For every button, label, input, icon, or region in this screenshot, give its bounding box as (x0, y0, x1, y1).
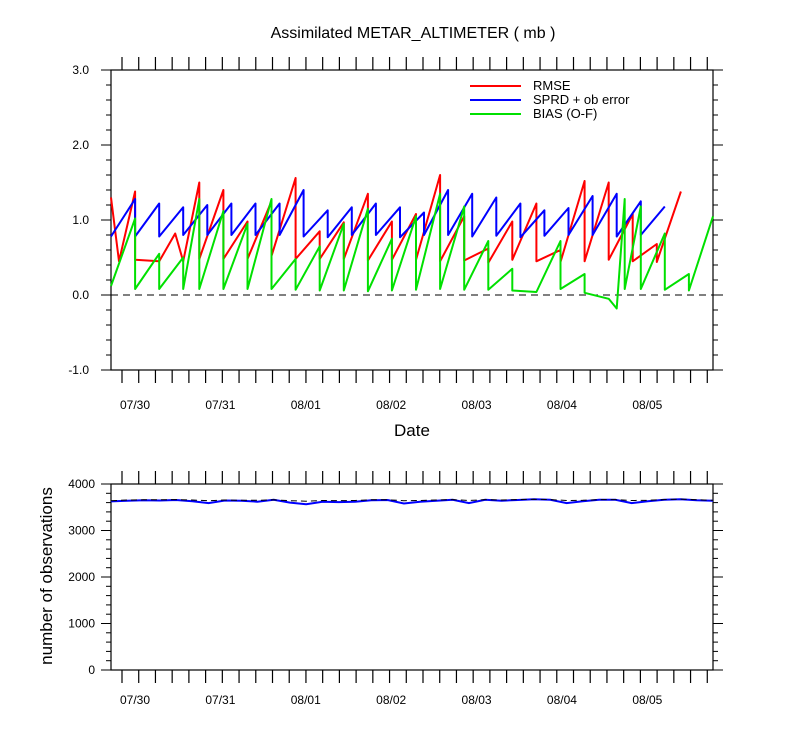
top-plot-area: 3.0 2.0 1.0 0.0 -1.0 07/30 07/31 08/01 08/02 08/0… (68, 57, 723, 412)
obs-series-line-1 (110, 498, 714, 502)
x-date-label: 07/31 (205, 693, 235, 707)
y-tick-label: 2.0 (72, 138, 89, 152)
series-line-1 (110, 189, 666, 239)
x-date-label: 08/01 (291, 398, 321, 412)
y-tick-label: 3000 (68, 524, 95, 538)
chart-title: Assimilated METAR_ALTIMETER ( mb ) (271, 25, 556, 42)
x-date-label: 07/31 (205, 398, 235, 412)
x-date-label: 08/04 (547, 398, 577, 412)
legend-label-0: RMSE (533, 78, 571, 93)
legend-label-1: SPRD + ob error (533, 92, 630, 107)
legend-label-2: BIAS (O-F) (533, 106, 597, 121)
x-date-label: 07/30 (120, 398, 150, 412)
x-date-label: 08/05 (632, 693, 662, 707)
bottom-plot-frame (110, 483, 714, 671)
y-tick-label: 0.0 (72, 288, 89, 302)
y-tick-label: 1000 (68, 617, 95, 631)
x-date-label: 07/30 (120, 693, 150, 707)
y-tick-label: 0 (88, 663, 95, 677)
y-tick-label: 1.0 (72, 213, 89, 227)
x-date-label: 08/05 (632, 398, 662, 412)
y-tick-label: -1.0 (68, 363, 89, 377)
x-date-label: 08/03 (462, 398, 492, 412)
series-line-2 (110, 192, 714, 310)
bottom-plot-area: 4000 3000 2000 1000 0 07/30 07/31 08/01 08/02 08/… (68, 471, 723, 707)
y-axis-title-bottom: number of observations (37, 487, 56, 665)
x-date-label: 08/02 (376, 398, 406, 412)
x-axis-title: Date (394, 421, 430, 440)
y-tick-label: 4000 (68, 477, 95, 491)
x-date-label: 08/02 (376, 693, 406, 707)
x-date-label: 08/04 (547, 693, 577, 707)
y-tick-label: 3.0 (72, 63, 89, 77)
x-date-label: 08/01 (291, 693, 321, 707)
y-tick-label: 2000 (68, 570, 95, 584)
x-date-label: 08/03 (462, 693, 492, 707)
